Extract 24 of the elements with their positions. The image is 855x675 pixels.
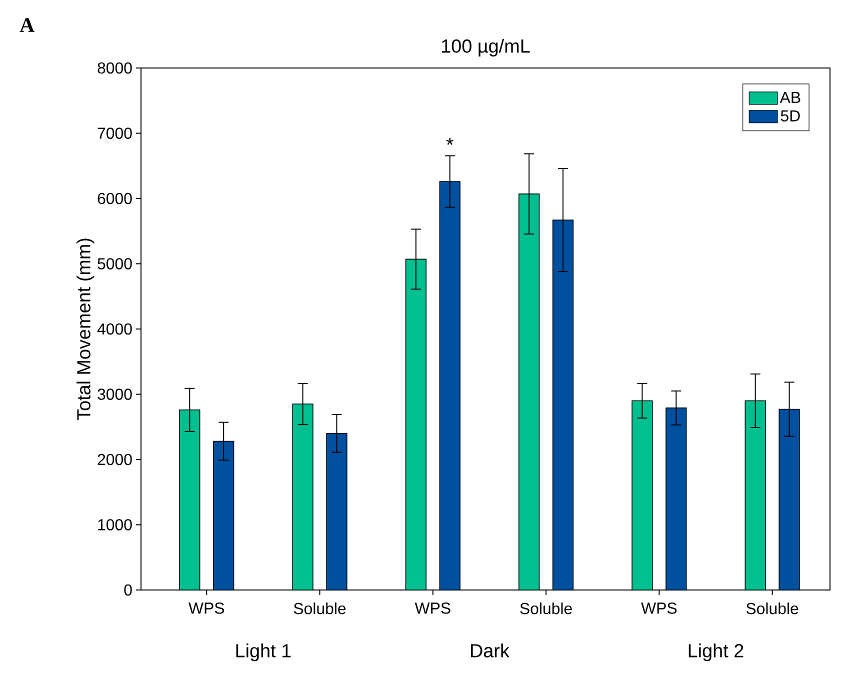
x-tick-label: Soluble xyxy=(520,602,572,614)
y-tick-label: 7000 xyxy=(98,128,132,139)
y-tick-label: 6000 xyxy=(98,192,132,204)
y-tick-label: 3000 xyxy=(98,388,132,400)
y-tick-label: 0 xyxy=(124,584,132,596)
y-tick-label: 5000 xyxy=(98,258,132,270)
text: Light 1 xyxy=(236,644,291,662)
x-tick-label: WPS xyxy=(641,602,677,614)
y-tick-label: 1000 xyxy=(98,519,132,530)
text: A xyxy=(20,18,34,32)
x-tick-label: Soluble xyxy=(294,602,346,614)
x-tick-label: Soluble xyxy=(746,602,798,614)
x-tick-label: WPS xyxy=(188,602,224,614)
y-tick-label: 4000 xyxy=(97,323,132,335)
annotation: * xyxy=(446,138,454,145)
legend-label: AB xyxy=(780,92,800,103)
y-axis-title: Total Movement (mm) xyxy=(76,238,94,420)
legend-label: 5D xyxy=(780,110,800,122)
x-tick-label: WPS xyxy=(414,602,450,614)
y-tick-label: 8000 xyxy=(98,62,132,74)
text: Dark xyxy=(471,644,510,658)
text: Light 2 xyxy=(688,644,744,662)
chart-title: 100 µg/mL xyxy=(442,38,530,56)
y-tick-label: 2000 xyxy=(98,454,132,466)
